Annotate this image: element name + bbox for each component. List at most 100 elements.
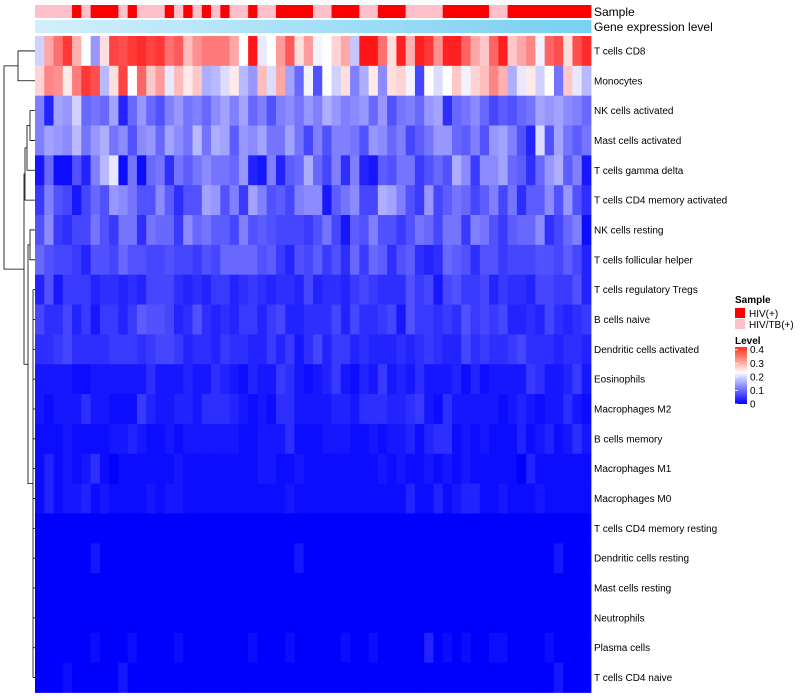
heatmap-cell xyxy=(377,483,388,514)
heatmap-cell xyxy=(526,423,536,455)
heatmap-cell xyxy=(535,304,546,335)
heatmap-cell xyxy=(507,215,518,246)
heatmap-cell xyxy=(479,274,490,305)
heatmap-cell xyxy=(452,185,462,216)
heatmap-cell xyxy=(53,125,64,156)
heatmap-cell xyxy=(526,394,536,425)
heatmap-cell xyxy=(535,65,546,97)
heatmap-cell xyxy=(275,125,286,156)
row-label: T cells gamma delta xyxy=(594,166,684,177)
heatmap-cell xyxy=(99,483,110,514)
heatmap-cell xyxy=(136,155,147,186)
heatmap-cell xyxy=(340,36,351,67)
heatmap-cell xyxy=(377,36,388,67)
heatmap-cell xyxy=(433,573,444,604)
heatmap-cell xyxy=(340,602,351,634)
heatmap-cell xyxy=(368,602,379,634)
heatmap-cell xyxy=(285,304,295,335)
heatmap-cell xyxy=(553,513,564,544)
heatmap-cell xyxy=(581,364,592,395)
heatmap-cell xyxy=(452,423,462,455)
heatmap-cell xyxy=(359,95,369,126)
heatmap-cell xyxy=(81,95,91,126)
heatmap-cell xyxy=(340,483,351,514)
heatmap-cell xyxy=(164,394,175,425)
heatmap-cell xyxy=(146,632,156,664)
expression-annotation-cell xyxy=(322,20,332,33)
heatmap-cell xyxy=(211,274,221,305)
heatmap-cell xyxy=(164,662,175,693)
heatmap-cell xyxy=(248,453,258,484)
heatmap-cell xyxy=(238,483,249,514)
heatmap-cell xyxy=(553,602,564,634)
heatmap-cell xyxy=(442,215,453,246)
heatmap-cell xyxy=(489,513,499,544)
heatmap-cell xyxy=(340,125,351,156)
heatmap-cell xyxy=(461,274,471,305)
heatmap-cell xyxy=(72,215,82,246)
heatmap-cell xyxy=(470,65,481,97)
heatmap-cell xyxy=(192,602,203,634)
heatmap-cell xyxy=(442,364,453,395)
heatmap-cell xyxy=(396,513,407,544)
heatmap-cell xyxy=(535,274,546,305)
heatmap-cell xyxy=(368,513,379,544)
heatmap-cell xyxy=(90,244,101,276)
heatmap-cell xyxy=(201,244,212,276)
heatmap-cell xyxy=(174,364,184,395)
expression-annotation-cell xyxy=(572,20,583,33)
heatmap-cell xyxy=(433,632,444,664)
heatmap-cell xyxy=(118,244,129,276)
heatmap-cell xyxy=(275,573,286,604)
heatmap-cell xyxy=(526,632,536,664)
heatmap-cell xyxy=(146,155,156,186)
heatmap-cell xyxy=(340,423,351,455)
sample-annotation-cell xyxy=(62,5,73,18)
heatmap-cell xyxy=(109,334,119,365)
heatmap-cell xyxy=(479,36,490,67)
heatmap-cell xyxy=(303,215,314,246)
heatmap-cell xyxy=(127,125,138,156)
heatmap-cell xyxy=(192,632,203,664)
heatmap-cell xyxy=(414,65,425,97)
heatmap-cell xyxy=(99,185,110,216)
dendrogram-branch xyxy=(29,229,35,261)
heatmap-cell xyxy=(220,244,230,276)
heatmap-cell xyxy=(553,155,564,186)
heatmap-cell xyxy=(424,215,434,246)
heatmap-cell xyxy=(350,543,360,574)
heatmap-cell xyxy=(581,483,592,514)
heatmap-cell xyxy=(340,215,351,246)
heatmap-cell xyxy=(414,155,425,186)
expression-annotation-cell xyxy=(359,20,369,33)
heatmap-cell xyxy=(238,95,249,126)
heatmap-cell xyxy=(99,155,110,186)
heatmap-cell xyxy=(118,274,129,305)
heatmap-cell xyxy=(396,155,407,186)
heatmap-cell xyxy=(99,394,110,425)
expression-annotation-cell xyxy=(211,20,221,33)
heatmap-cell xyxy=(155,602,166,634)
heatmap-cell xyxy=(62,662,73,693)
heatmap-cell xyxy=(294,244,305,276)
heatmap-cell xyxy=(72,95,82,126)
heatmap-cell xyxy=(414,334,425,365)
heatmap-cell xyxy=(136,304,147,335)
heatmap-cell xyxy=(303,513,314,544)
heatmap-cell xyxy=(396,423,407,455)
sample-legend-title: Sample xyxy=(735,295,771,306)
heatmap-cell xyxy=(62,602,73,634)
heatmap-cell xyxy=(442,36,453,67)
heatmap-cell xyxy=(155,513,166,544)
heatmap-cell xyxy=(581,453,592,484)
heatmap-cell xyxy=(44,453,54,484)
heatmap-cell xyxy=(136,394,147,425)
heatmap-cell xyxy=(572,632,583,664)
heatmap-cell xyxy=(183,602,193,634)
legend-label-hiv-tb: HIV/TB(+) xyxy=(749,320,794,331)
heatmap-cell xyxy=(405,662,416,693)
heatmap-cell xyxy=(266,602,277,634)
row-label: T cells CD4 memory resting xyxy=(594,524,717,535)
heatmap-cell xyxy=(350,513,360,544)
heatmap-cell xyxy=(322,304,332,335)
